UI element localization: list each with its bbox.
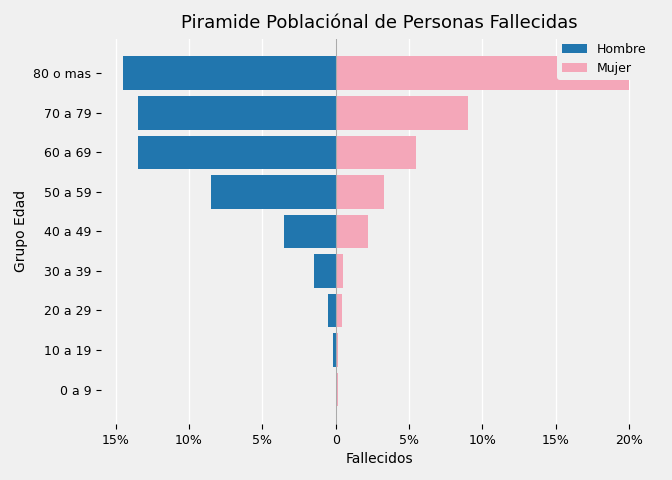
Bar [138, 135, 336, 169]
Bar [123, 57, 336, 90]
Bar [314, 254, 336, 288]
X-axis label: Fallecidos: Fallecidos [346, 452, 413, 466]
Bar [329, 294, 336, 327]
Y-axis label: Grupo Edad: Grupo Edad [14, 191, 28, 273]
Bar [333, 333, 336, 367]
Bar [336, 57, 629, 90]
Bar [284, 215, 336, 248]
Bar [336, 135, 416, 169]
Bar [336, 373, 338, 407]
Bar [336, 294, 341, 327]
Title: Piramide Poblaciónal de Personas Fallecidas: Piramide Poblaciónal de Personas Falleci… [181, 14, 578, 32]
Bar [336, 96, 468, 130]
Bar [336, 333, 338, 367]
Bar [211, 175, 336, 209]
Bar [138, 96, 336, 130]
Bar [336, 175, 384, 209]
Bar [336, 215, 368, 248]
Legend: Hombre, Mujer: Hombre, Mujer [557, 37, 652, 80]
Bar [336, 254, 343, 288]
